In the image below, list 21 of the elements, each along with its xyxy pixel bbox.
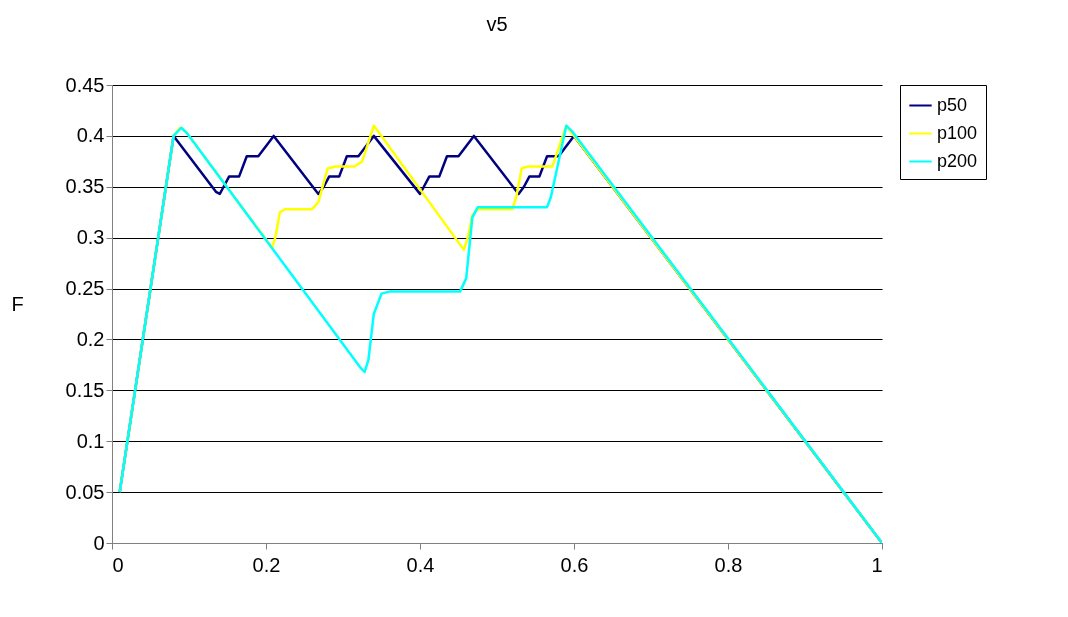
- y-tick-label: 0.25: [65, 277, 105, 300]
- y-tick-label: 0.35: [65, 175, 105, 198]
- y-tick-label: 0.1: [76, 429, 105, 452]
- y-tick-label: 0.15: [65, 378, 105, 401]
- y-tick-label: 0.3: [76, 226, 105, 249]
- x-tick-label: 0: [112, 553, 124, 576]
- y-tick-label: 0.05: [65, 480, 105, 503]
- y-tick-label: 0: [93, 531, 105, 554]
- y-tick-label: 0.4: [76, 124, 105, 147]
- y-tick-label: 0.2: [76, 327, 105, 350]
- legend-label: p200: [937, 150, 978, 171]
- x-tick-label: 0.6: [560, 553, 589, 576]
- legend-label: p100: [937, 122, 978, 143]
- legend-label: p50: [937, 94, 968, 115]
- x-tick-label: 1: [871, 553, 883, 576]
- x-tick-label: 0.4: [406, 553, 435, 576]
- x-tick-label: 0.8: [714, 553, 743, 576]
- chart-title: v5: [486, 13, 508, 35]
- y-axis-title: F: [11, 292, 24, 315]
- y-tick-label: 0.45: [65, 73, 105, 96]
- x-tick-label: 0.2: [252, 553, 281, 576]
